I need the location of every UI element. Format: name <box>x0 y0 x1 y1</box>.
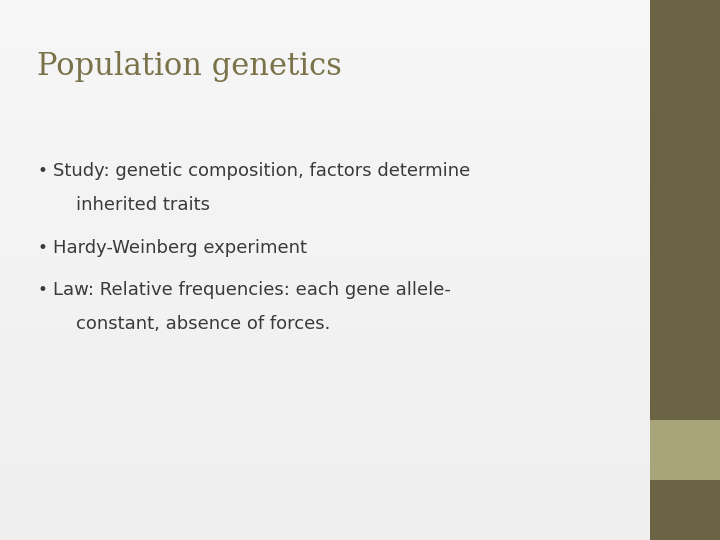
Text: Population genetics: Population genetics <box>37 51 342 82</box>
Bar <box>0 364 650 372</box>
Bar <box>0 459 650 465</box>
Bar <box>0 432 650 438</box>
Text: •: • <box>37 281 48 299</box>
Bar <box>0 372 650 378</box>
Bar <box>650 480 720 540</box>
Text: inherited traits: inherited traits <box>53 196 210 214</box>
Bar <box>0 115 650 122</box>
Bar <box>0 20 650 27</box>
Bar <box>0 27 650 33</box>
Bar <box>0 418 650 426</box>
Bar <box>0 94 650 102</box>
Bar <box>0 155 650 162</box>
Bar <box>0 513 650 519</box>
Bar <box>0 351 650 357</box>
Bar <box>0 209 650 216</box>
Bar <box>0 411 650 418</box>
Bar <box>0 357 650 364</box>
Bar <box>0 438 650 445</box>
Bar <box>0 162 650 168</box>
Bar <box>0 446 650 453</box>
Bar <box>0 47 650 54</box>
Bar <box>0 297 650 303</box>
Bar <box>0 263 650 270</box>
Bar <box>0 405 650 411</box>
Bar <box>0 330 650 338</box>
Text: •: • <box>37 239 48 256</box>
Bar <box>0 176 650 183</box>
Bar <box>0 392 650 399</box>
Bar <box>0 14 650 20</box>
Bar <box>0 256 650 263</box>
Bar <box>0 345 650 351</box>
Bar <box>0 284 650 291</box>
Bar <box>0 141 650 149</box>
Bar <box>0 507 650 513</box>
Bar <box>0 74 650 81</box>
Bar <box>0 230 650 237</box>
Bar <box>0 54 650 60</box>
Bar <box>0 202 650 209</box>
Bar <box>0 534 650 540</box>
Bar <box>0 399 650 405</box>
Bar <box>0 102 650 108</box>
Bar <box>0 270 650 276</box>
Text: constant, absence of forces.: constant, absence of forces. <box>53 315 330 333</box>
Bar <box>0 303 650 310</box>
Bar <box>0 189 650 195</box>
Bar <box>0 183 650 189</box>
Bar <box>0 291 650 297</box>
Bar <box>0 168 650 176</box>
Bar <box>0 492 650 500</box>
Bar <box>0 472 650 480</box>
Bar <box>0 486 650 492</box>
Bar <box>0 310 650 317</box>
Bar <box>0 148 650 156</box>
Bar <box>0 60 650 68</box>
Bar <box>0 128 650 135</box>
Bar <box>0 6 650 14</box>
Bar <box>0 384 650 391</box>
Bar <box>0 480 650 486</box>
Bar <box>0 237 650 243</box>
Bar <box>0 135 650 141</box>
Bar <box>0 526 650 534</box>
Bar <box>0 87 650 94</box>
Text: Law: Relative frequencies: each gene allele-: Law: Relative frequencies: each gene all… <box>53 281 451 299</box>
Bar <box>0 426 650 432</box>
Bar <box>0 122 650 128</box>
Bar <box>0 222 650 230</box>
Bar <box>0 68 650 74</box>
Bar <box>0 108 650 115</box>
Text: Study: genetic composition, factors determine: Study: genetic composition, factors dete… <box>53 162 470 180</box>
Bar <box>0 216 650 222</box>
Bar <box>0 500 650 507</box>
Bar <box>0 465 650 472</box>
Bar <box>650 0 720 420</box>
Bar <box>0 276 650 284</box>
Bar <box>0 249 650 256</box>
Bar <box>0 338 650 345</box>
Bar <box>0 33 650 40</box>
Bar <box>0 40 650 47</box>
Bar <box>0 243 650 249</box>
Text: •: • <box>37 162 48 180</box>
Bar <box>0 81 650 87</box>
Bar <box>650 420 720 480</box>
Bar <box>0 318 650 324</box>
Bar <box>0 324 650 330</box>
Text: Hardy-Weinberg experiment: Hardy-Weinberg experiment <box>53 239 307 256</box>
Bar <box>0 0 650 6</box>
Bar <box>0 519 650 526</box>
Bar <box>0 378 650 384</box>
Bar <box>0 453 650 459</box>
Bar <box>0 195 650 202</box>
